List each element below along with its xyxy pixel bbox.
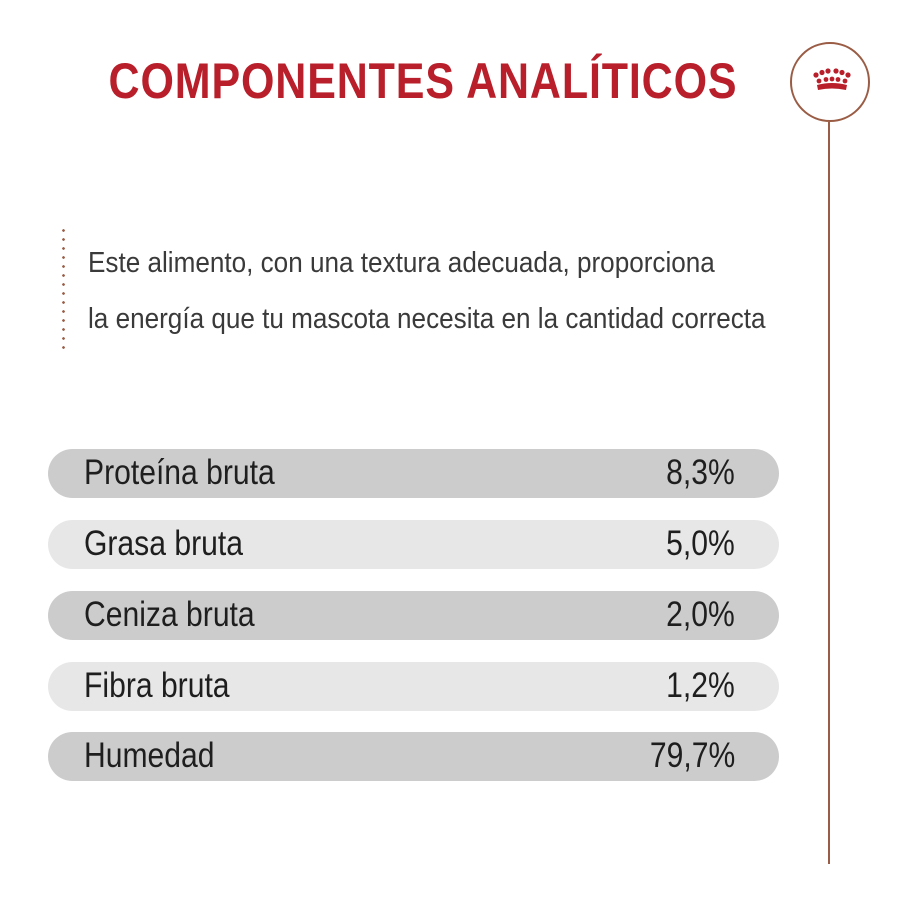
component-label: Grasa bruta (84, 524, 243, 563)
component-label: Ceniza bruta (84, 595, 255, 634)
decorative-dotted-line (62, 226, 65, 352)
component-value: 1,2% (666, 666, 735, 705)
page-title: COMPONENTES ANALÍTICOS (108, 53, 738, 109)
component-row-fibra: Fibra bruta 1,2% (48, 662, 779, 711)
component-row-ceniza: Ceniza bruta 2,0% (48, 591, 779, 640)
component-value: 79,7% (649, 736, 735, 775)
crown-icon (813, 68, 851, 90)
brand-logo (790, 42, 870, 122)
component-value: 8,3% (666, 453, 735, 492)
decorative-vertical-line (828, 122, 830, 864)
description-line-2: la energía que tu mascota necesita en la… (88, 303, 766, 335)
description-line-1: Este alimento, con una textura adecuada,… (88, 247, 715, 279)
component-value: 2,0% (666, 595, 735, 634)
component-row-humedad: Humedad 79,7% (48, 732, 779, 781)
component-row-grasa: Grasa bruta 5,0% (48, 520, 779, 569)
component-label: Humedad (84, 736, 215, 775)
component-label: Fibra bruta (84, 666, 230, 705)
component-label: Proteína bruta (84, 453, 275, 492)
component-row-proteina: Proteína bruta 8,3% (48, 449, 779, 498)
component-value: 5,0% (666, 524, 735, 563)
